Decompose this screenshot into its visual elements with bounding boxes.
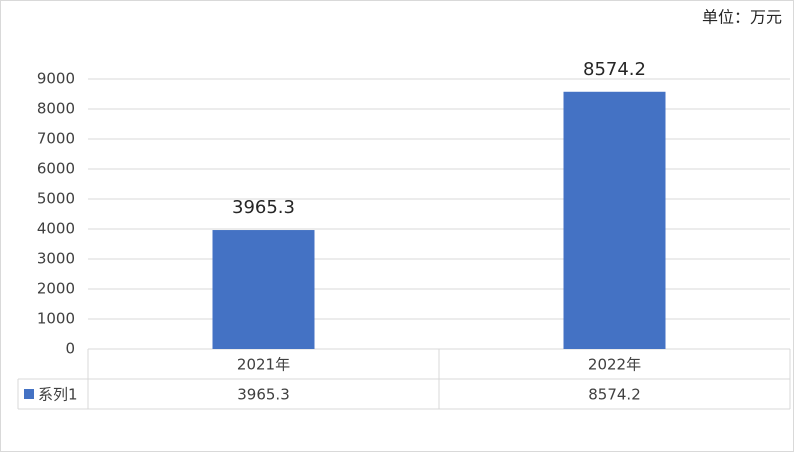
data-label: 8574.2 bbox=[583, 59, 646, 80]
legend-label: 系列1 bbox=[38, 386, 78, 404]
data-label: 3965.3 bbox=[232, 197, 295, 218]
unit-note: 单位：万元 bbox=[702, 8, 782, 27]
y-tick-label: 1000 bbox=[37, 310, 75, 328]
x-tick-label: 2022年 bbox=[588, 356, 641, 374]
table-value: 8574.2 bbox=[588, 386, 641, 404]
y-tick-label: 6000 bbox=[37, 160, 75, 178]
y-tick-label: 3000 bbox=[37, 250, 75, 268]
table-value: 3965.3 bbox=[237, 386, 290, 404]
bar bbox=[563, 91, 666, 350]
bar bbox=[212, 230, 315, 349]
y-tick-label: 9000 bbox=[37, 70, 75, 88]
y-tick-label: 0 bbox=[65, 340, 75, 358]
legend-swatch bbox=[24, 389, 34, 399]
y-tick-label: 8000 bbox=[37, 100, 75, 118]
x-tick-label: 2021年 bbox=[237, 356, 290, 374]
y-tick-label: 2000 bbox=[37, 280, 75, 298]
y-tick-label: 5000 bbox=[37, 190, 75, 208]
y-tick-label: 4000 bbox=[37, 220, 75, 238]
y-tick-label: 7000 bbox=[37, 130, 75, 148]
